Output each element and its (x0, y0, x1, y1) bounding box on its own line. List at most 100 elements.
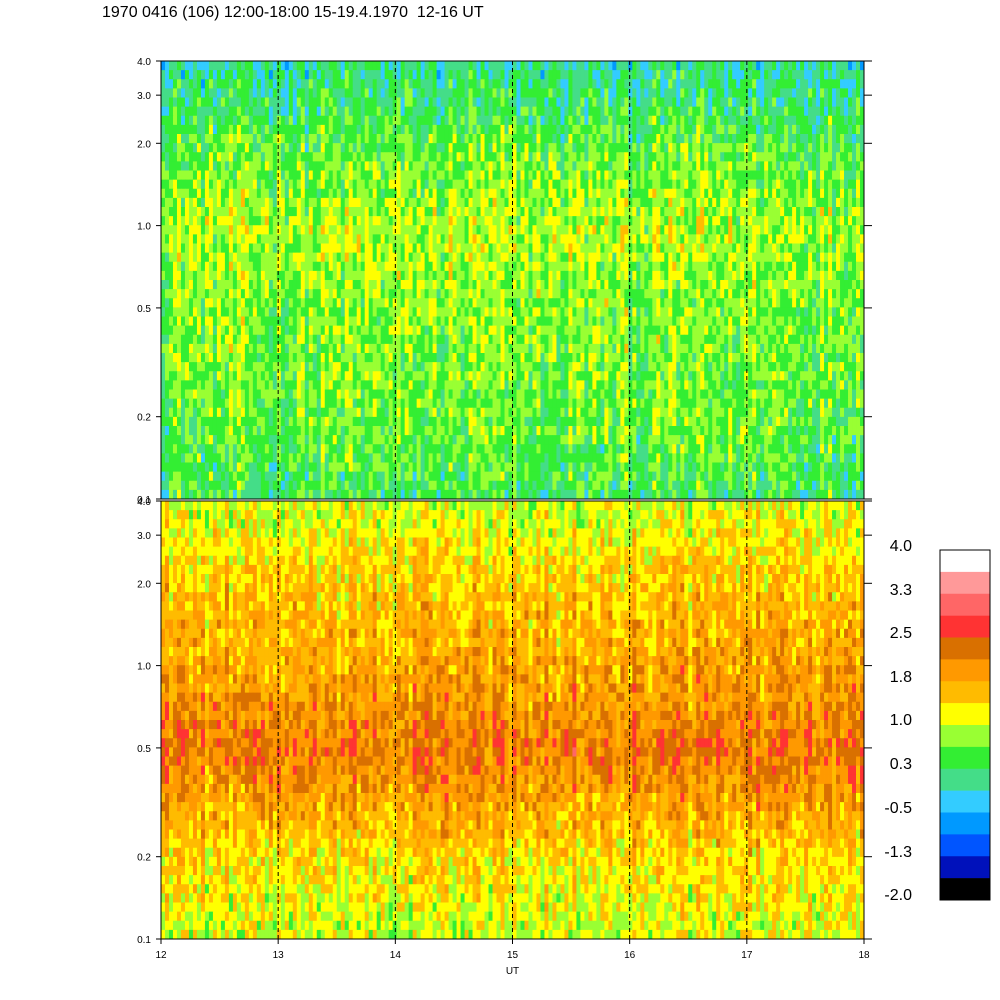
heatmap-cell (612, 289, 617, 299)
heatmap-cell (652, 270, 657, 281)
heatmap-cell (636, 115, 641, 126)
heatmap-cell (800, 234, 805, 244)
heatmap-cell (852, 152, 857, 162)
heatmap-cell (200, 70, 206, 80)
heatmap-cell (696, 197, 701, 208)
heatmap-cell (200, 161, 206, 171)
heatmap-cell (804, 179, 809, 190)
heatmap-cell (780, 307, 785, 317)
heatmap-cell (552, 143, 557, 153)
heatmap-cell (584, 79, 589, 89)
heatmap-cell (364, 261, 370, 272)
heatmap-cell (292, 280, 298, 290)
heatmap-cell (384, 115, 390, 126)
heatmap-cell (748, 298, 753, 308)
heatmap-cell (836, 289, 841, 299)
heatmap-cell (492, 289, 497, 299)
heatmap-cell (460, 79, 465, 89)
heatmap-cell (708, 179, 713, 190)
heatmap-cell (396, 134, 402, 144)
heatmap-cell (708, 161, 713, 171)
heatmap-cell (356, 70, 362, 80)
heatmap-cell (672, 70, 677, 80)
heatmap-cell (628, 307, 633, 317)
heatmap-cell (164, 298, 170, 308)
heatmap-cell (516, 152, 521, 162)
heatmap-cell (224, 124, 230, 135)
heatmap-cell (392, 124, 398, 135)
heatmap-cell (560, 270, 565, 281)
heatmap-cell (476, 106, 481, 117)
heatmap-cell (516, 207, 521, 217)
heatmap-cell (364, 161, 370, 171)
heatmap-cell (388, 70, 394, 80)
heatmap-cell (564, 143, 569, 153)
heatmap-cell (684, 124, 689, 135)
heatmap-cell (668, 188, 673, 199)
heatmap-cell (176, 188, 182, 199)
heatmap-cell (692, 170, 697, 181)
heatmap-cell (564, 88, 569, 98)
heatmap-cell (760, 207, 765, 217)
heatmap-cell (764, 88, 769, 98)
heatmap-cell (548, 152, 553, 162)
heatmap-cell (628, 70, 633, 80)
heatmap-cell (784, 289, 789, 299)
heatmap-cell (360, 70, 366, 80)
heatmap-cell (352, 216, 358, 226)
heatmap-cell (716, 261, 721, 272)
heatmap-cell (424, 124, 430, 135)
heatmap-cell (360, 79, 366, 89)
heatmap-cell (228, 261, 234, 272)
heatmap-cell (588, 61, 593, 71)
heatmap-cell (464, 280, 469, 290)
heatmap-cell (304, 307, 310, 317)
heatmap-cell (824, 207, 829, 217)
heatmap-cell (200, 225, 206, 235)
heatmap-cell (704, 124, 709, 135)
heatmap-cell (708, 289, 713, 299)
heatmap-cell (416, 207, 422, 217)
heatmap-cell (732, 234, 737, 244)
heatmap-cell (760, 216, 765, 226)
heatmap-cell (648, 234, 653, 244)
heatmap-cell (280, 197, 286, 208)
heatmap-cell (604, 134, 609, 144)
heatmap-cell (680, 188, 685, 199)
heatmap-cell (616, 216, 621, 226)
heatmap-cell (412, 115, 418, 126)
heatmap-cell (400, 143, 406, 153)
heatmap-cell (628, 97, 633, 108)
heatmap-cell (320, 298, 326, 308)
heatmap-cell (840, 289, 845, 299)
heatmap-cell (368, 261, 374, 272)
heatmap-cell (396, 70, 402, 80)
heatmap-cell (616, 243, 621, 254)
heatmap-cell (228, 298, 234, 308)
heatmap-cell (532, 298, 537, 308)
heatmap-cell (752, 234, 757, 244)
heatmap-cell (216, 188, 222, 199)
heatmap-cell (161, 197, 166, 208)
heatmap-cell (840, 79, 845, 89)
heatmap-cell (161, 143, 166, 153)
heatmap-cell (236, 316, 242, 327)
heatmap-cell (492, 124, 497, 135)
heatmap-cell (800, 115, 805, 126)
heatmap-cell (524, 243, 529, 254)
heatmap-cell (196, 307, 202, 317)
heatmap-cell (228, 106, 234, 117)
heatmap-cell (432, 197, 437, 208)
heatmap-cell (408, 88, 414, 98)
heatmap-cell (752, 170, 757, 181)
heatmap-cell (716, 289, 721, 299)
heatmap-cell (488, 188, 493, 199)
heatmap-cell (596, 243, 601, 254)
heatmap-cell (460, 161, 465, 171)
heatmap-cell (596, 161, 601, 171)
heatmap-cell (708, 124, 713, 135)
heatmap-cell (752, 70, 757, 80)
heatmap-cell (424, 243, 430, 254)
heatmap-cell (344, 216, 350, 226)
heatmap-cell (636, 88, 641, 98)
